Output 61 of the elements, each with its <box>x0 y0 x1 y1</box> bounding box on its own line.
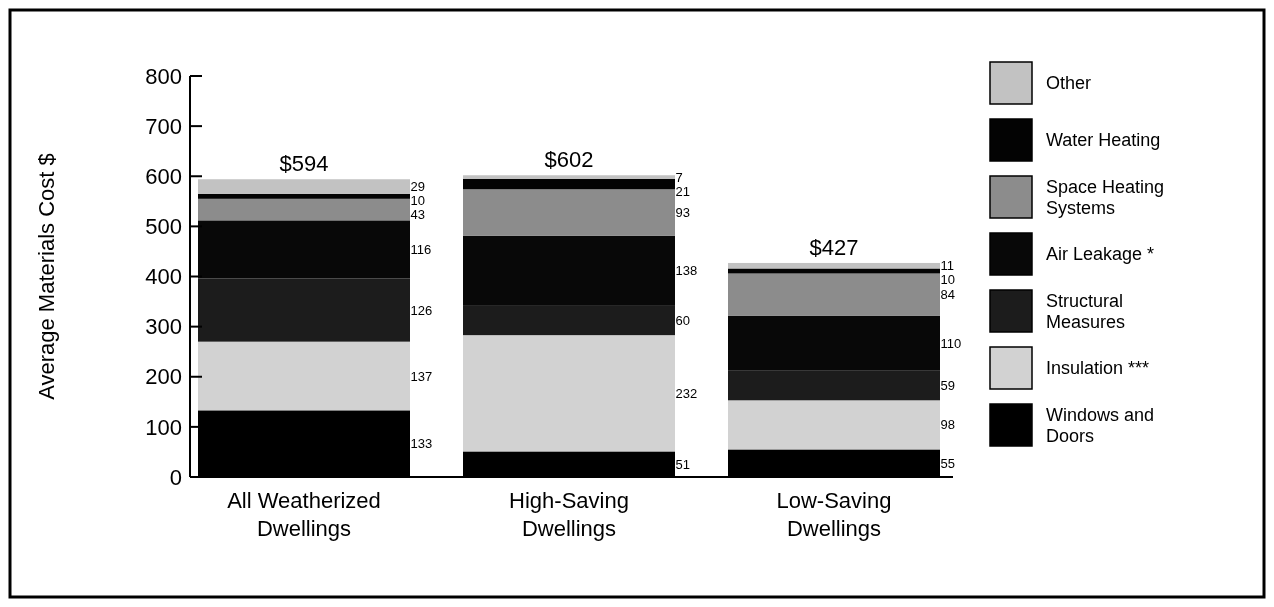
y-tick-label: 600 <box>145 163 182 189</box>
legend-label: Windows and Doors <box>1046 405 1155 447</box>
y-tick-label: 800 <box>145 63 182 89</box>
data-label: 29 <box>410 179 425 195</box>
x-tick-label: Low-Saving Dwellings <box>776 488 892 541</box>
legend-label: Space Heating Systems <box>1046 177 1165 219</box>
x-tick-label: All Weatherized Dwellings <box>227 488 381 541</box>
bar <box>728 315 940 371</box>
bar <box>728 262 940 269</box>
y-tick-label: 0 <box>169 464 182 490</box>
y-tick-label: 300 <box>145 314 182 340</box>
data-label: 84 <box>940 287 955 303</box>
data-label: 43 <box>410 207 425 223</box>
legend-label: Air Leakage * <box>1046 244 1155 265</box>
legend-label: Other <box>1046 73 1092 94</box>
bar <box>463 335 675 452</box>
y-tick-label: 200 <box>145 364 182 390</box>
y-tick-label: 100 <box>145 414 182 440</box>
bar <box>198 193 410 199</box>
bar <box>728 268 940 274</box>
bar <box>463 189 675 236</box>
bar <box>198 278 410 342</box>
legend-label: Water Heating <box>1046 130 1161 151</box>
y-axis-title: Average Materials Cost $ <box>34 153 59 400</box>
y-tick-label: 500 <box>145 214 182 240</box>
data-label: 232 <box>675 385 698 401</box>
data-label: 7 <box>675 169 683 185</box>
data-label: 116 <box>410 241 432 257</box>
bar <box>198 198 410 221</box>
total-label: $427 <box>809 234 859 260</box>
data-label: 51 <box>675 456 690 472</box>
bar <box>463 235 675 306</box>
data-label: 133 <box>410 436 433 452</box>
bar <box>198 341 410 411</box>
bar <box>463 178 675 190</box>
bar <box>728 273 940 316</box>
legend-label: Structural Measures <box>1046 291 1126 333</box>
data-label: 21 <box>675 183 690 199</box>
data-label: 93 <box>675 205 690 221</box>
legend-label: Insulation *** <box>1046 358 1150 379</box>
bar <box>728 370 940 401</box>
bar <box>728 400 940 450</box>
data-label: 60 <box>675 312 690 328</box>
data-label: 138 <box>675 263 698 279</box>
bar <box>198 179 410 194</box>
y-tick-label: 400 <box>145 264 182 290</box>
bar <box>463 175 675 179</box>
data-label: 10 <box>410 193 425 209</box>
data-label: 59 <box>940 378 955 394</box>
data-label: 55 <box>940 455 955 471</box>
bar <box>463 305 675 336</box>
data-label: 98 <box>940 417 955 433</box>
total-label: $594 <box>279 151 329 177</box>
data-label: 10 <box>940 272 955 288</box>
data-label: 126 <box>410 302 433 318</box>
x-tick-label: High-Saving Dwellings <box>509 488 629 541</box>
y-tick-label: 700 <box>145 113 182 139</box>
total-label: $602 <box>544 147 594 173</box>
data-label: 137 <box>410 368 433 384</box>
data-label: 110 <box>940 335 962 351</box>
data-label: 11 <box>940 258 954 274</box>
